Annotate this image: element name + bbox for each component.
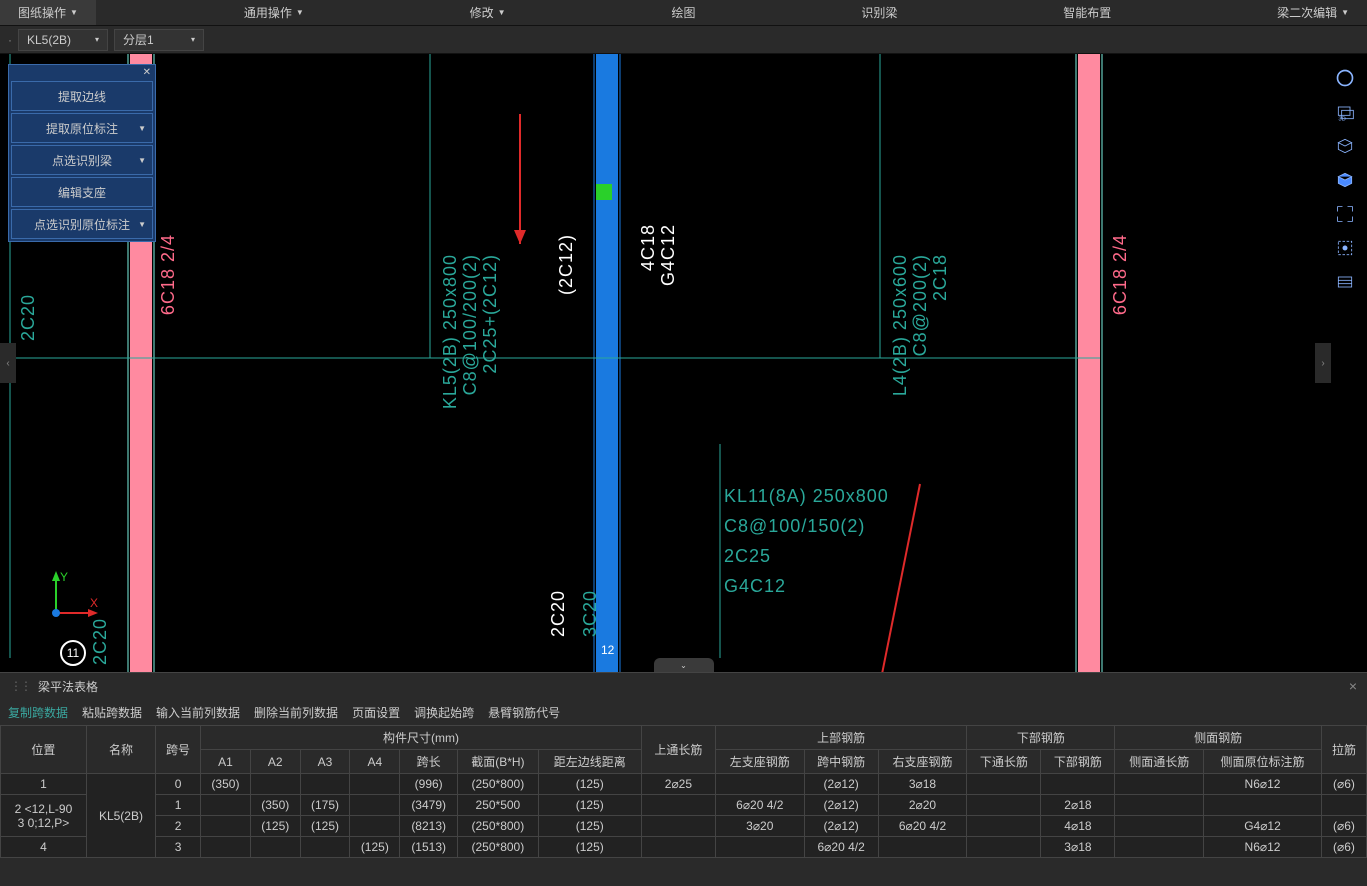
- cad-text: 4C18: [638, 224, 659, 271]
- cad-text: G4C12: [658, 224, 679, 286]
- th: 侧面通长筋: [1115, 750, 1204, 774]
- cad-text: 3C20: [580, 590, 601, 637]
- menu-2[interactable]: 修改▼: [452, 0, 524, 25]
- side-btn-0[interactable]: 提取边线: [11, 81, 153, 111]
- top-menu: 图纸操作▼ 通用操作▼ 修改▼ 绘图 识别梁 智能布置 梁二次编辑▼: [0, 0, 1367, 26]
- menu-3[interactable]: 绘图: [653, 0, 713, 25]
- toolbar-btn-4[interactable]: 页面设置: [352, 704, 400, 721]
- dropdown-1[interactable]: 分层1▾: [114, 29, 204, 51]
- cad-text: 6C18 2/4: [158, 234, 179, 315]
- cad-text: KL5(2B) 250x800: [440, 254, 461, 409]
- th: 侧面钢筋: [1115, 726, 1321, 750]
- side-btn-1[interactable]: 提取原位标注▼: [11, 113, 153, 143]
- th: 位置: [1, 726, 87, 774]
- panel-title: 梁平法表格: [38, 678, 98, 695]
- th: 拉筋: [1321, 726, 1366, 774]
- canvas-collapse-handle[interactable]: ⌄: [654, 658, 714, 672]
- th: 下部钢筋: [1041, 750, 1115, 774]
- toolbar-btn-3[interactable]: 删除当前列数据: [254, 704, 338, 721]
- toolbar-btn-2[interactable]: 输入当前列数据: [156, 704, 240, 721]
- th: A3: [300, 750, 350, 774]
- th: A1: [201, 750, 251, 774]
- menu-1[interactable]: 通用操作▼: [226, 0, 322, 25]
- coordinate-axes: Y X: [44, 569, 100, 628]
- th: 上部钢筋: [715, 726, 966, 750]
- th: 右支座钢筋: [878, 750, 967, 774]
- close-icon[interactable]: ✕: [9, 65, 155, 79]
- svg-text:X: X: [90, 596, 98, 610]
- beam-table: 位置名称跨号构件尺寸(mm)上通长筋上部钢筋下部钢筋侧面钢筋拉筋A1A2A3A4…: [0, 725, 1367, 858]
- cad-text: 2C20: [18, 294, 39, 341]
- side-btn-3[interactable]: 编辑支座: [11, 177, 153, 207]
- th: A2: [250, 750, 300, 774]
- th: 跨中钢筋: [804, 750, 878, 774]
- table-row[interactable]: 2 <12,L-903 0;12,P>1(350)(175)(3479)250*…: [1, 795, 1367, 816]
- side-btn-4[interactable]: 点选识别原位标注▼: [11, 209, 153, 239]
- table-toolbar: 复制跨数据粘贴跨数据输入当前列数据删除当前列数据页面设置调换起始跨悬臂钢筋代号: [0, 699, 1367, 725]
- table-scroll[interactable]: 位置名称跨号构件尺寸(mm)上通长筋上部钢筋下部钢筋侧面钢筋拉筋A1A2A3A4…: [0, 725, 1367, 886]
- sub-bar: ·KL5(2B)▾分层1▾: [0, 26, 1367, 54]
- menu-4[interactable]: 识别梁: [843, 0, 915, 25]
- toolbar-btn-6[interactable]: 悬臂钢筋代号: [488, 704, 560, 721]
- view-tools: 3D: [1331, 64, 1363, 296]
- orbit-icon[interactable]: [1331, 64, 1359, 92]
- cad-text: L4(2B) 250x600: [890, 254, 911, 396]
- th: 跨号: [156, 726, 201, 774]
- nav-right[interactable]: ›: [1315, 343, 1331, 383]
- th: 截面(B*H): [458, 750, 539, 774]
- nav-left[interactable]: ‹: [0, 343, 16, 383]
- table-row[interactable]: 2(125)(125)(8213)(250*800)(125)3⌀20(2⌀12…: [1, 816, 1367, 837]
- table-row[interactable]: 1KL5(2B)0(350)(996)(250*800)(125)2⌀25(2⌀…: [1, 774, 1367, 795]
- cad-text: C8@200(2): [910, 254, 931, 356]
- th: 下通长筋: [967, 750, 1041, 774]
- list-icon[interactable]: [1331, 268, 1359, 296]
- cad-text: KL11(8A) 250x800: [724, 486, 889, 507]
- th: A4: [350, 750, 400, 774]
- toolbar-btn-5[interactable]: 调换起始跨: [414, 704, 474, 721]
- recognition-panel: ✕ 提取边线提取原位标注▼点选识别梁▼编辑支座点选识别原位标注▼: [8, 64, 156, 242]
- beam-table-panel: ⋮⋮ 梁平法表格 × 复制跨数据粘贴跨数据输入当前列数据删除当前列数据页面设置调…: [0, 672, 1367, 886]
- fit-icon[interactable]: [1331, 200, 1359, 228]
- cad-text: G4C12: [724, 576, 786, 597]
- grip-icon: ⋮⋮: [10, 679, 30, 693]
- wireframe-icon[interactable]: [1331, 132, 1359, 160]
- grid-number-label: 12: [597, 642, 618, 658]
- view-3d-icon[interactable]: 3D: [1331, 98, 1359, 126]
- cad-text: 2C25: [724, 546, 771, 567]
- toolbar-btn-1[interactable]: 粘贴跨数据: [82, 704, 142, 721]
- th: 左支座钢筋: [715, 750, 804, 774]
- th: 下部钢筋: [967, 726, 1115, 750]
- cad-text: (2C12): [556, 234, 577, 295]
- table-row[interactable]: 43(125)(1513)(250*800)(125)6⌀20 4/23⌀18N…: [1, 837, 1367, 858]
- cad-text: C8@100/150(2): [724, 516, 865, 537]
- th: 侧面原位标注筋: [1204, 750, 1322, 774]
- side-btn-2[interactable]: 点选识别梁▼: [11, 145, 153, 175]
- cad-text: 2C25+(2C12): [480, 254, 501, 374]
- cad-canvas[interactable]: KL5(2B) 250x800C8@100/200(2)2C25+(2C12) (…: [0, 54, 1367, 672]
- select-icon[interactable]: [1331, 234, 1359, 262]
- cad-text: 6C18 2/4: [1110, 234, 1131, 315]
- th: 跨长: [400, 750, 458, 774]
- th: 构件尺寸(mm): [201, 726, 642, 750]
- cad-text: 2C20: [548, 590, 569, 637]
- toolbar-btn-0[interactable]: 复制跨数据: [8, 704, 68, 721]
- cad-text: C8@100/200(2): [460, 254, 481, 395]
- th: 上通长筋: [641, 726, 715, 774]
- menu-right[interactable]: 梁二次编辑▼: [1259, 0, 1367, 25]
- dropdown-0[interactable]: KL5(2B)▾: [18, 29, 108, 51]
- grid-axis-marker: 11: [60, 640, 86, 666]
- solid-icon[interactable]: [1331, 166, 1359, 194]
- svg-text:3D: 3D: [1338, 116, 1345, 122]
- cad-text: 2C18: [930, 254, 951, 301]
- close-icon[interactable]: ×: [1349, 678, 1357, 694]
- panel-title-bar: ⋮⋮ 梁平法表格 ×: [0, 673, 1367, 699]
- th: 距左边线距离: [538, 750, 641, 774]
- menu-0[interactable]: 图纸操作▼: [0, 0, 96, 25]
- th: 名称: [86, 726, 155, 774]
- svg-text:Y: Y: [60, 570, 68, 584]
- menu-5[interactable]: 智能布置: [1045, 0, 1129, 25]
- canvas-svg: [0, 54, 1367, 672]
